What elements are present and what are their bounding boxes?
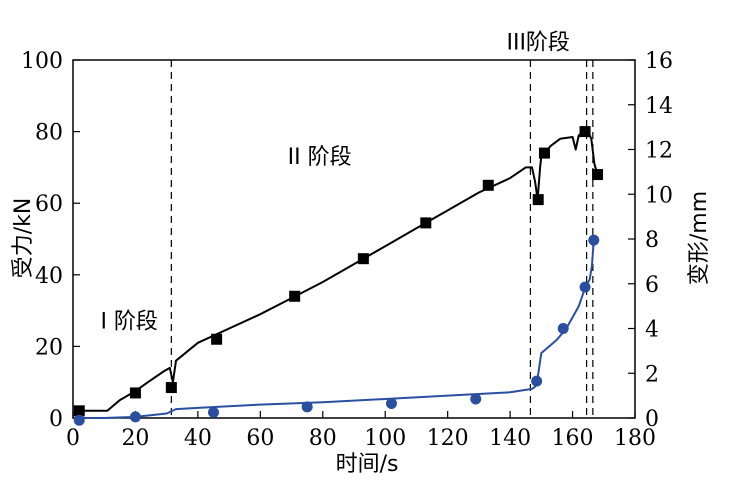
stage-annotation: II 阶段 bbox=[288, 145, 352, 170]
x-tick-label: 160 bbox=[552, 426, 594, 451]
y-axis-ticks: 0 20 40 60 80 100 bbox=[21, 49, 80, 432]
x-axis-label: 时间/s bbox=[336, 452, 399, 477]
x-tick-label: 60 bbox=[246, 426, 274, 451]
y2-axis-ticks: 0 2 4 6 8 10 12 14 16 bbox=[628, 49, 673, 432]
y-tick-label: 100 bbox=[21, 49, 63, 74]
deformation-point-marker bbox=[579, 281, 591, 293]
y-axis-label: 受力/kN bbox=[11, 198, 36, 279]
stage-annotation: I 阶段 bbox=[100, 310, 157, 335]
x-tick-label: 140 bbox=[489, 426, 531, 451]
y-tick-label: 20 bbox=[35, 335, 63, 360]
force-point-marker bbox=[532, 194, 544, 206]
x-axis-ticks: 0 20 40 60 80 100 120 140 160 180 bbox=[66, 411, 656, 451]
plot-frame bbox=[72, 59, 636, 419]
x-tick-label: 120 bbox=[427, 426, 469, 451]
y2-tick-label: 16 bbox=[645, 49, 673, 74]
force-point-marker bbox=[592, 169, 604, 181]
x-tick-label: 100 bbox=[364, 426, 406, 451]
plot-border bbox=[72, 59, 636, 419]
y2-tick-label: 14 bbox=[645, 94, 673, 119]
stage-boundary-lines bbox=[170, 60, 594, 418]
y2-tick-label: 4 bbox=[645, 318, 659, 343]
deformation-point-marker bbox=[588, 234, 600, 246]
y2-axis-label: 变形/mm bbox=[687, 191, 712, 285]
stage-annotation: III阶段 bbox=[506, 30, 569, 55]
y2-tick-label: 6 bbox=[645, 273, 659, 298]
y2-tick-label: 2 bbox=[645, 362, 659, 387]
deformation-point-marker bbox=[531, 375, 543, 387]
force-point-marker bbox=[579, 126, 591, 138]
force-point-marker bbox=[357, 253, 369, 265]
force-point-marker bbox=[129, 387, 141, 399]
deformation-point-marker bbox=[557, 323, 569, 334]
deformation-point-marker bbox=[470, 393, 482, 405]
y2-tick-label: 8 bbox=[645, 228, 659, 253]
y-tick-label: 80 bbox=[35, 121, 63, 146]
y-tick-label: 40 bbox=[35, 264, 63, 289]
force-point-marker bbox=[538, 147, 550, 159]
y-tick-label: 60 bbox=[35, 192, 63, 217]
force-point-marker bbox=[165, 382, 177, 394]
force-point-marker bbox=[211, 333, 223, 345]
force-series-line bbox=[79, 130, 599, 412]
y-tick-label: 0 bbox=[49, 407, 63, 432]
x-tick-label: 80 bbox=[309, 426, 337, 451]
y2-tick-label: 0 bbox=[645, 407, 659, 432]
x-tick-label: 20 bbox=[121, 426, 149, 451]
x-tick-label: 40 bbox=[184, 426, 212, 451]
deformation-point-marker bbox=[208, 406, 219, 418]
force-point-marker bbox=[73, 405, 85, 417]
y2-tick-label: 10 bbox=[645, 183, 673, 208]
force-point-marker bbox=[482, 179, 494, 191]
x-tick-label: 0 bbox=[66, 426, 80, 451]
force-point-marker bbox=[289, 290, 301, 302]
deformation-point-marker bbox=[129, 411, 141, 423]
annotation-layer: I 阶段 II 阶段 III阶段 bbox=[100, 30, 569, 334]
deformation-point-marker bbox=[301, 401, 313, 413]
x-tick-label: 180 bbox=[614, 426, 656, 451]
y2-tick-label: 12 bbox=[645, 139, 673, 164]
series-layer bbox=[73, 126, 604, 426]
deformation-point-marker bbox=[73, 414, 85, 426]
deformation-point-marker bbox=[385, 397, 397, 409]
force-point-marker bbox=[420, 217, 432, 229]
